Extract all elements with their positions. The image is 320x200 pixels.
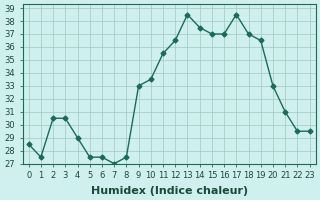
X-axis label: Humidex (Indice chaleur): Humidex (Indice chaleur) [91, 186, 248, 196]
